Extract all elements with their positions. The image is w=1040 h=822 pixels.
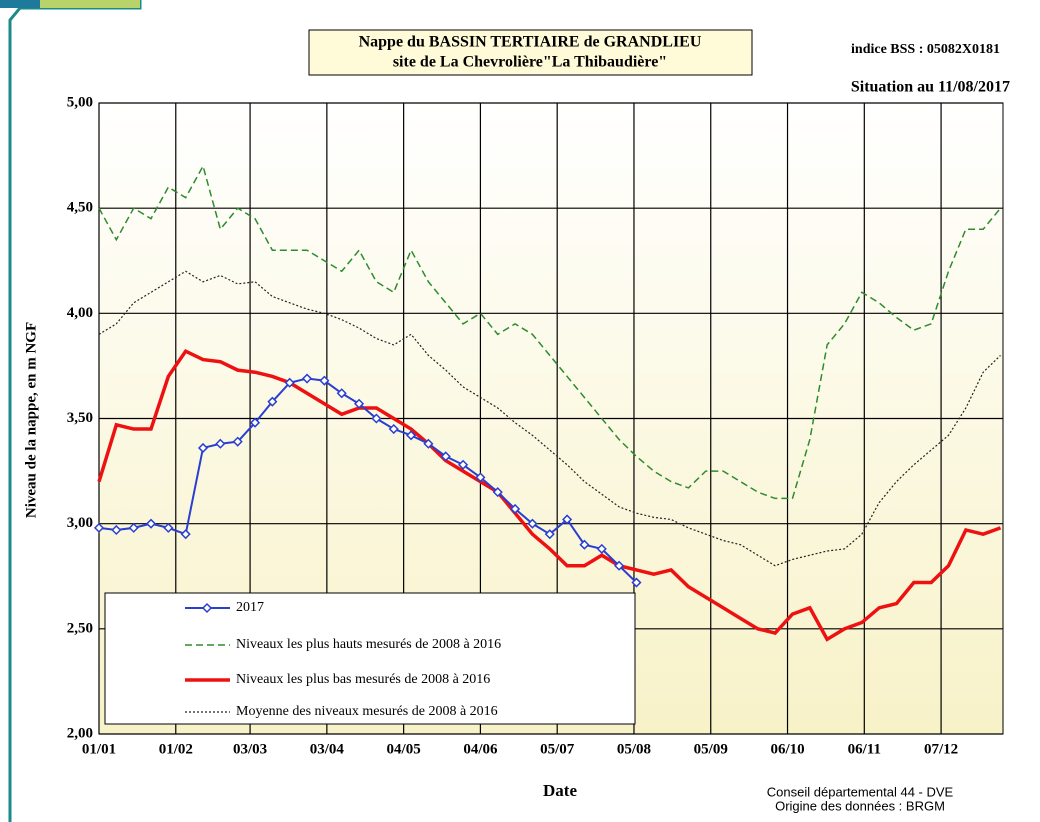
data-point xyxy=(267,396,278,407)
data-point xyxy=(631,577,642,588)
x-tick-label: 03/03 xyxy=(233,741,267,757)
data-point xyxy=(562,514,573,525)
data-point xyxy=(353,398,365,409)
data-point xyxy=(215,438,226,449)
data-point xyxy=(319,375,330,386)
x-tick-label: 03/04 xyxy=(310,741,345,757)
data-point xyxy=(579,539,590,550)
x-tick-label: 04/06 xyxy=(463,741,498,757)
data-point xyxy=(510,503,521,515)
legend xyxy=(104,592,636,725)
data-point xyxy=(527,518,538,529)
data-point xyxy=(336,388,347,399)
credit: Conseil départemental 44 - DVE xyxy=(767,784,954,799)
x-tick-label: 07/12 xyxy=(924,741,958,757)
y-tick-label: 2,00 xyxy=(67,725,93,741)
legend-label: Moyenne des niveaux mesurés de 2008 à 20… xyxy=(236,704,498,719)
data-point xyxy=(614,560,625,571)
y-axis-title: Niveau de la nappe, en m NGF xyxy=(23,322,39,518)
legend-swatch xyxy=(201,602,213,614)
data-point xyxy=(301,373,313,384)
data-point xyxy=(423,438,434,449)
data-point xyxy=(232,436,243,447)
series-line xyxy=(98,270,1001,567)
data-point xyxy=(128,522,139,533)
title-box xyxy=(308,29,753,76)
x-tick-label: 06/10 xyxy=(770,741,804,757)
series-line xyxy=(97,348,1002,642)
chart-title: Nappe du BASSIN TERTIAIRE de GRANDLIEU xyxy=(359,34,702,51)
y-tick-label: 4,00 xyxy=(67,305,93,321)
data-point xyxy=(596,543,607,554)
logo xyxy=(40,0,140,8)
legend-label: Niveaux les plus bas mesurés de 2008 à 2… xyxy=(236,672,490,687)
x-axis-title: Date xyxy=(543,781,577,800)
data-point xyxy=(249,417,261,428)
chart-title: site de La Chevrolière"La Thibaudière" xyxy=(393,54,667,71)
x-tick-label: 01/01 xyxy=(82,741,116,757)
y-tick-label: 3,00 xyxy=(67,515,93,531)
y-tick-label: 3,50 xyxy=(67,410,93,426)
data-point xyxy=(93,522,105,533)
legend-label: Niveaux les plus hauts mesurés de 2008 à… xyxy=(236,637,501,652)
data-point xyxy=(406,430,417,441)
annotation: indice BSS : 05082X0181 xyxy=(851,42,1000,57)
data-point xyxy=(145,518,157,529)
y-tick-label: 4,50 xyxy=(67,200,93,216)
x-tick-label: 05/08 xyxy=(617,741,651,757)
series-line xyxy=(98,164,1002,500)
data-point xyxy=(492,487,503,498)
data-point xyxy=(458,459,469,470)
data-point xyxy=(371,413,382,424)
y-tick-label: 2,50 xyxy=(67,620,93,636)
data-point xyxy=(163,522,174,533)
credit: Origine des données : BRGM xyxy=(775,798,945,813)
x-tick-label: 06/11 xyxy=(848,741,881,757)
x-tick-label: 01/02 xyxy=(159,741,193,757)
logo xyxy=(0,0,40,8)
data-point xyxy=(111,524,122,536)
data-point xyxy=(388,423,399,435)
x-tick-label: 05/09 xyxy=(694,741,728,757)
x-tick-label: 05/07 xyxy=(540,741,575,757)
legend-label: 2017 xyxy=(236,600,264,615)
data-point xyxy=(544,529,555,540)
data-point xyxy=(197,442,209,454)
data-point xyxy=(284,377,295,388)
data-point xyxy=(475,472,486,483)
annotation: Situation au 11/08/2017 xyxy=(851,79,1010,96)
y-tick-label: 5,00 xyxy=(67,94,93,110)
data-point xyxy=(180,529,191,540)
data-point xyxy=(440,451,451,462)
x-tick-label: 04/05 xyxy=(387,741,421,757)
